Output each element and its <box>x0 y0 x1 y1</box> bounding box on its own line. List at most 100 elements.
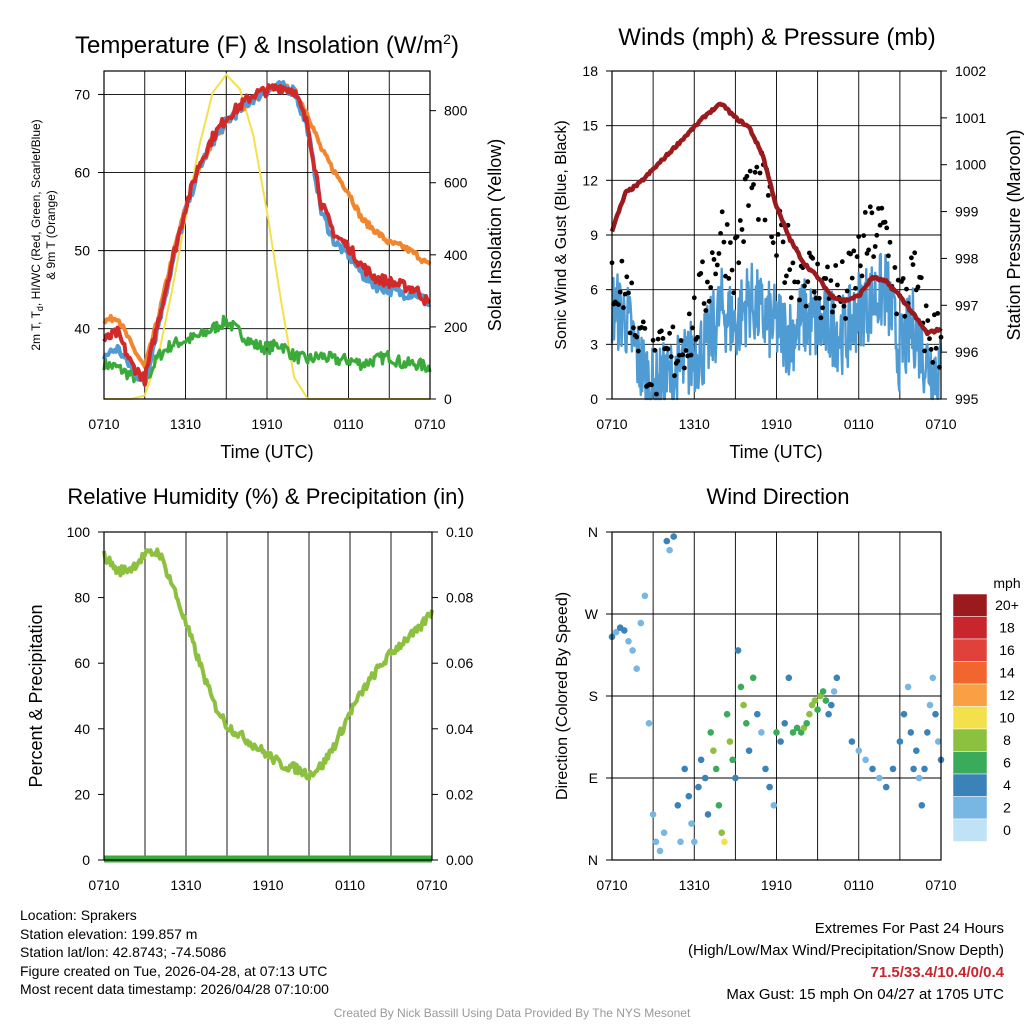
direction-point <box>882 783 890 791</box>
legend-label: 0 <box>1003 822 1011 838</box>
panel-humidity: Relative Humidity (%) & Precipitation (i… <box>26 484 473 893</box>
station-info: Location: Sprakers Station elevation: 19… <box>20 906 329 999</box>
gust-point <box>686 311 692 317</box>
gust-point <box>682 365 687 371</box>
direction-point <box>932 710 939 718</box>
gust-point <box>871 254 876 259</box>
gust-point <box>835 282 840 288</box>
temp-y-axis-label-left: 2m T, Td, HI/WC (Red, Green, Scarlet/Blu… <box>29 119 58 350</box>
wind-x-axis-label: Time (UTC) <box>729 442 822 462</box>
gust-point <box>617 289 623 295</box>
gust-point <box>869 210 875 216</box>
direction-point <box>629 647 636 654</box>
gust-point <box>716 251 722 256</box>
direction-point <box>825 710 832 718</box>
gust-point <box>928 347 934 352</box>
direction-point <box>740 701 747 709</box>
gust-point <box>833 263 839 268</box>
gust-point <box>655 336 661 342</box>
direction-point <box>691 838 698 846</box>
direction-point <box>652 838 660 846</box>
rh-left-tick-label: 100 <box>67 524 91 540</box>
temp-y-label-line1: 2m T, Td, HI/WC (Red, Green, Scarlet/Blu… <box>29 119 45 350</box>
gust-point <box>900 276 906 281</box>
direction-point <box>721 838 728 846</box>
gust-point <box>649 382 654 388</box>
gust-point <box>711 257 717 262</box>
gust-point <box>668 354 674 360</box>
temp-plot-frame <box>103 70 431 400</box>
dir-axis-ticks: 0710 1310 1910 0110 0710 N E S W N <box>585 524 957 893</box>
direction-point <box>777 738 784 745</box>
legend-swatch <box>952 661 988 685</box>
gust-point <box>650 337 656 343</box>
direction-point <box>781 720 788 727</box>
wind-right-tick-label: 995 <box>955 391 979 407</box>
legend-label: 12 <box>999 687 1015 703</box>
dir-y-axis-label: Direction (Colored By Speed) <box>554 592 571 800</box>
direction-point <box>913 747 920 754</box>
dir-left-tick-label: N <box>588 524 598 540</box>
direction-point <box>745 747 753 754</box>
gust-point <box>709 250 715 256</box>
panel-wind-direction: Wind Direction 0710 1310 1910 0110 0710 N E S W N… <box>554 484 1021 893</box>
direction-point <box>918 802 926 809</box>
gust-point <box>719 209 725 215</box>
gust-point <box>874 232 880 238</box>
gust-point <box>670 324 676 330</box>
gust-point <box>756 217 761 222</box>
gust-point <box>708 285 714 290</box>
direction-point <box>773 729 780 736</box>
gust-point <box>724 222 730 227</box>
gust-point <box>754 164 760 170</box>
direction-point <box>814 706 821 713</box>
direction-point <box>785 674 793 682</box>
direction-point <box>907 729 915 736</box>
rh-x-tick-label: 0710 <box>88 877 119 893</box>
direction-point <box>876 774 883 782</box>
gust-point <box>915 284 921 290</box>
recent-data-timestamp: Most recent data timestamp: 2026/04/28 0… <box>20 981 329 997</box>
gust-point <box>787 267 793 273</box>
gust-point <box>642 326 648 331</box>
gust-point <box>734 234 740 240</box>
rh-right-tick-label: 0.00 <box>446 852 473 868</box>
dir-scatter-points <box>608 533 945 855</box>
gust-point <box>660 336 666 341</box>
gust-point <box>927 336 932 342</box>
rh-gridlines <box>144 532 392 860</box>
gust-point <box>728 240 733 246</box>
gust-point <box>820 305 825 311</box>
rh-x-tick-label: 1910 <box>252 877 283 893</box>
rh-y-axis-label: Percent & Precipitation <box>26 604 46 787</box>
wind-right-tick-label: 1000 <box>955 157 986 173</box>
gust-point <box>654 391 659 397</box>
gust-point <box>626 290 631 296</box>
temp-x-axis-label: Time (UTC) <box>220 442 313 462</box>
dir-x-tick-label: 0110 <box>844 877 874 893</box>
gust-point <box>912 250 918 256</box>
direction-point <box>726 738 734 745</box>
rh-plot-frame <box>103 531 433 861</box>
legend-swatch <box>952 796 988 820</box>
temp-series <box>102 73 432 400</box>
wind-right-tick-label: 997 <box>955 297 979 313</box>
direction-point <box>649 811 657 818</box>
dir-left-tick-label: W <box>585 606 599 622</box>
legend-swatch <box>952 773 988 797</box>
direction-point <box>710 747 717 754</box>
gust-point <box>849 275 855 281</box>
direction-point <box>712 765 720 773</box>
legend-label: 14 <box>999 665 1015 681</box>
gust-point <box>782 280 788 285</box>
gust-point <box>752 169 758 175</box>
gust-point <box>892 265 898 270</box>
direction-point <box>803 720 810 727</box>
direction-point <box>681 765 688 773</box>
credit-line: Created By Nick Bassill Using Data Provi… <box>333 1006 691 1020</box>
legend-label: 16 <box>999 642 1015 658</box>
rh-chart-title: Relative Humidity (%) & Precipitation (i… <box>67 484 464 509</box>
gust-point <box>746 203 751 209</box>
direction-point <box>811 697 819 704</box>
temp-right-tick-label: 400 <box>444 247 468 263</box>
